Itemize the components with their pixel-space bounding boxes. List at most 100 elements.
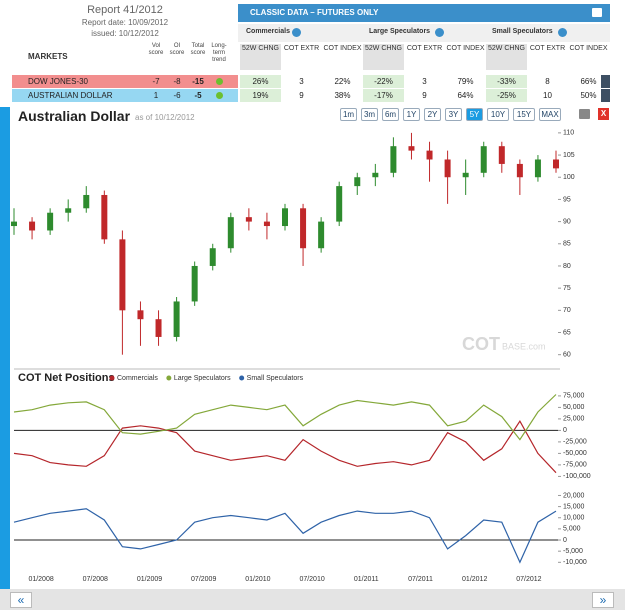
range-button[interactable]: 6m bbox=[382, 108, 399, 121]
candle-body bbox=[354, 177, 361, 187]
candle-body bbox=[209, 248, 216, 266]
cell: 19% bbox=[240, 89, 281, 102]
score: -7 bbox=[152, 77, 160, 86]
candle-body bbox=[11, 221, 17, 227]
x-tick-label: 07/2010 bbox=[299, 576, 324, 583]
sub-header: COT EXTR bbox=[283, 45, 320, 52]
sub-header[interactable]: 52W CHNG bbox=[240, 44, 281, 70]
nav-button[interactable]: » bbox=[592, 592, 614, 608]
candle-body bbox=[137, 310, 144, 320]
cell: -22% bbox=[363, 75, 404, 88]
candle-body bbox=[372, 172, 379, 178]
trend-icon bbox=[216, 92, 223, 99]
cell: 9 bbox=[299, 91, 304, 100]
candle-body bbox=[408, 146, 415, 151]
market-name[interactable]: AUSTRALIAN DOLLAR bbox=[28, 91, 113, 100]
y-tick-label: 75 bbox=[563, 285, 571, 292]
y-tick-label: -5,000 bbox=[563, 548, 583, 555]
cell: 10 bbox=[543, 91, 552, 100]
row-dropdown[interactable] bbox=[601, 75, 610, 88]
cell: 22% bbox=[334, 77, 351, 86]
chart-subtitle: as of 10/12/2012 bbox=[135, 113, 195, 122]
cell: 64% bbox=[457, 91, 474, 100]
y-tick-label: -100,000 bbox=[563, 473, 591, 480]
help-icon[interactable] bbox=[558, 28, 567, 37]
sub-header[interactable]: 52W CHNG bbox=[486, 44, 527, 70]
watermark: COT bbox=[462, 334, 500, 354]
help-icon[interactable] bbox=[435, 28, 444, 37]
sub-header: COT INDEX bbox=[323, 45, 362, 52]
side-strip bbox=[0, 107, 10, 590]
group-header-bar bbox=[238, 24, 610, 42]
y-tick-label: -25,000 bbox=[563, 439, 587, 446]
y-tick-label: 70 bbox=[563, 307, 571, 314]
y-tick-label: 25,000 bbox=[563, 416, 585, 423]
candle-body bbox=[444, 159, 451, 178]
print-button[interactable] bbox=[579, 109, 590, 119]
y-tick-label: 0 bbox=[563, 537, 567, 544]
candle-body bbox=[101, 194, 108, 240]
sub-header: COT EXTR bbox=[529, 45, 566, 52]
chart-title: COT Net Positions bbox=[18, 372, 115, 384]
table-header-bar bbox=[238, 4, 610, 22]
y-tick-label: 20,000 bbox=[563, 492, 585, 499]
range-button[interactable]: 1m bbox=[340, 108, 357, 121]
x-tick-label: 01/2009 bbox=[137, 576, 162, 583]
legend-swatch bbox=[109, 375, 115, 381]
y-tick-label: 80 bbox=[563, 263, 571, 270]
market-row[interactable] bbox=[12, 75, 238, 88]
y-tick-label: -50,000 bbox=[563, 450, 587, 457]
range-button[interactable]: 1Y bbox=[403, 108, 420, 121]
y-tick-label: 105 bbox=[563, 152, 575, 159]
legend-swatch bbox=[166, 375, 172, 381]
score-header: Total score bbox=[190, 43, 206, 56]
candle-body bbox=[191, 265, 198, 302]
range-button[interactable]: 2Y bbox=[424, 108, 441, 121]
cell: 26% bbox=[240, 75, 281, 88]
y-tick-label: 110 bbox=[563, 130, 574, 137]
range-button[interactable]: 10Y bbox=[487, 108, 509, 121]
y-tick-label: 65 bbox=[563, 329, 571, 336]
candle-body bbox=[336, 186, 343, 222]
report-issued: issued: 10/12/2012 bbox=[91, 29, 159, 38]
report-title: Report 41/2012 bbox=[87, 4, 163, 16]
range-button[interactable]: 3m bbox=[361, 108, 378, 121]
score: 1 bbox=[153, 91, 159, 100]
y-tick-label: 60 bbox=[563, 352, 571, 359]
x-tick-label: 01/2010 bbox=[245, 576, 270, 583]
candle-body bbox=[462, 172, 469, 178]
x-tick-label: 07/2008 bbox=[83, 576, 108, 583]
range-button[interactable]: 3Y bbox=[445, 108, 462, 121]
candle-body bbox=[318, 221, 325, 249]
watermark-suffix: BASE.com bbox=[502, 341, 546, 351]
help-icon[interactable] bbox=[292, 28, 301, 37]
legend-label: Large Speculators bbox=[174, 375, 231, 382]
market-name[interactable]: DOW JONES-30 bbox=[28, 77, 89, 86]
candle-body bbox=[282, 208, 288, 227]
range-button[interactable]: MAX bbox=[539, 108, 561, 121]
range-button[interactable]: 5Y bbox=[466, 108, 483, 121]
cell: -17% bbox=[363, 89, 404, 102]
group-header: Commercials bbox=[246, 28, 290, 35]
candle-body bbox=[83, 194, 90, 209]
market-row[interactable] bbox=[12, 89, 238, 102]
x-tick-label: 07/2012 bbox=[516, 576, 541, 583]
sub-header[interactable]: 52W CHNG bbox=[363, 44, 404, 70]
candle-body bbox=[390, 146, 397, 173]
close-button[interactable]: X bbox=[598, 108, 609, 120]
candle-body bbox=[426, 150, 433, 160]
range-button[interactable]: 15Y bbox=[513, 108, 535, 121]
cell: -25% bbox=[486, 89, 527, 102]
y-tick-label: 75,000 bbox=[563, 393, 585, 400]
row-dropdown[interactable] bbox=[601, 89, 610, 102]
y-tick-label: 100 bbox=[563, 174, 575, 181]
score-header: Vol score bbox=[148, 43, 164, 56]
print-icon[interactable] bbox=[592, 8, 602, 17]
x-tick-label: 01/2012 bbox=[462, 576, 487, 583]
cell: 8 bbox=[545, 77, 550, 86]
group-header: Small Speculators bbox=[492, 28, 553, 35]
x-tick-label: 07/2011 bbox=[408, 576, 433, 583]
sub-header: COT INDEX bbox=[569, 45, 608, 52]
nav-button[interactable]: « bbox=[10, 592, 32, 608]
